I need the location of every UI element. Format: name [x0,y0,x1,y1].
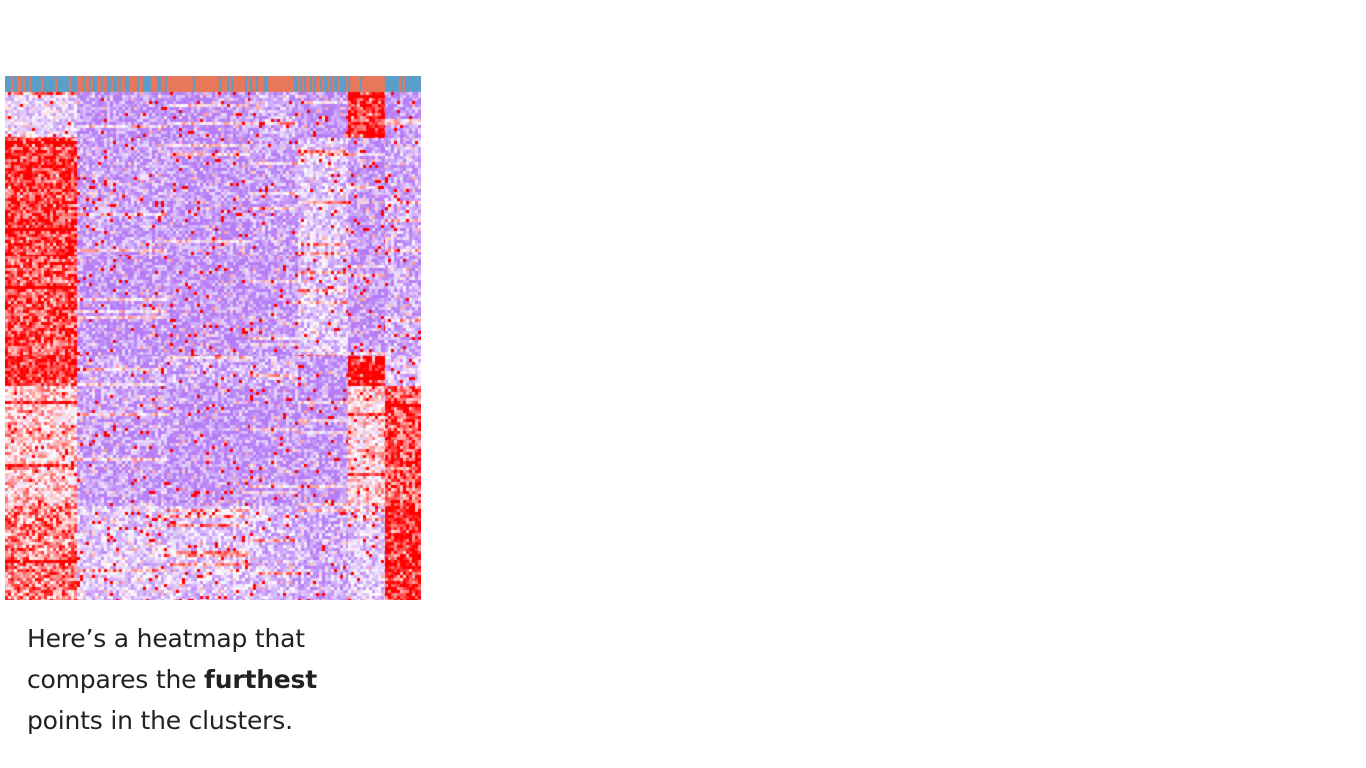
caption-text-start: Here’s a heatmap that compares the [27,624,305,694]
heatmap [5,76,421,600]
caption-text-end: points in the clusters. [27,706,293,735]
caption-bold-word: furthest [204,665,317,694]
caption: Here’s a heatmap that compares the furth… [27,618,387,741]
heatmap-canvas [5,76,421,600]
